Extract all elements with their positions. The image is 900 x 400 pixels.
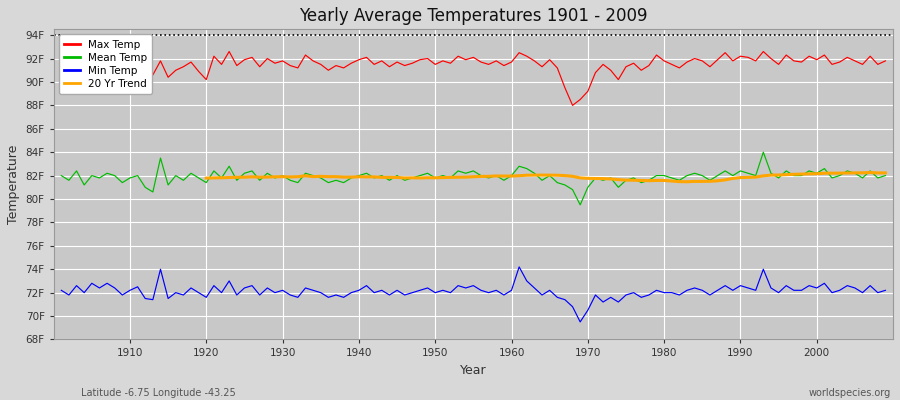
Text: Latitude -6.75 Longitude -43.25: Latitude -6.75 Longitude -43.25 (81, 388, 236, 398)
Title: Yearly Average Temperatures 1901 - 2009: Yearly Average Temperatures 1901 - 2009 (299, 7, 648, 25)
Text: worldspecies.org: worldspecies.org (809, 388, 891, 398)
Y-axis label: Temperature: Temperature (7, 145, 20, 224)
X-axis label: Year: Year (460, 364, 487, 377)
Legend: Max Temp, Mean Temp, Min Temp, 20 Yr Trend: Max Temp, Mean Temp, Min Temp, 20 Yr Tre… (58, 34, 152, 94)
